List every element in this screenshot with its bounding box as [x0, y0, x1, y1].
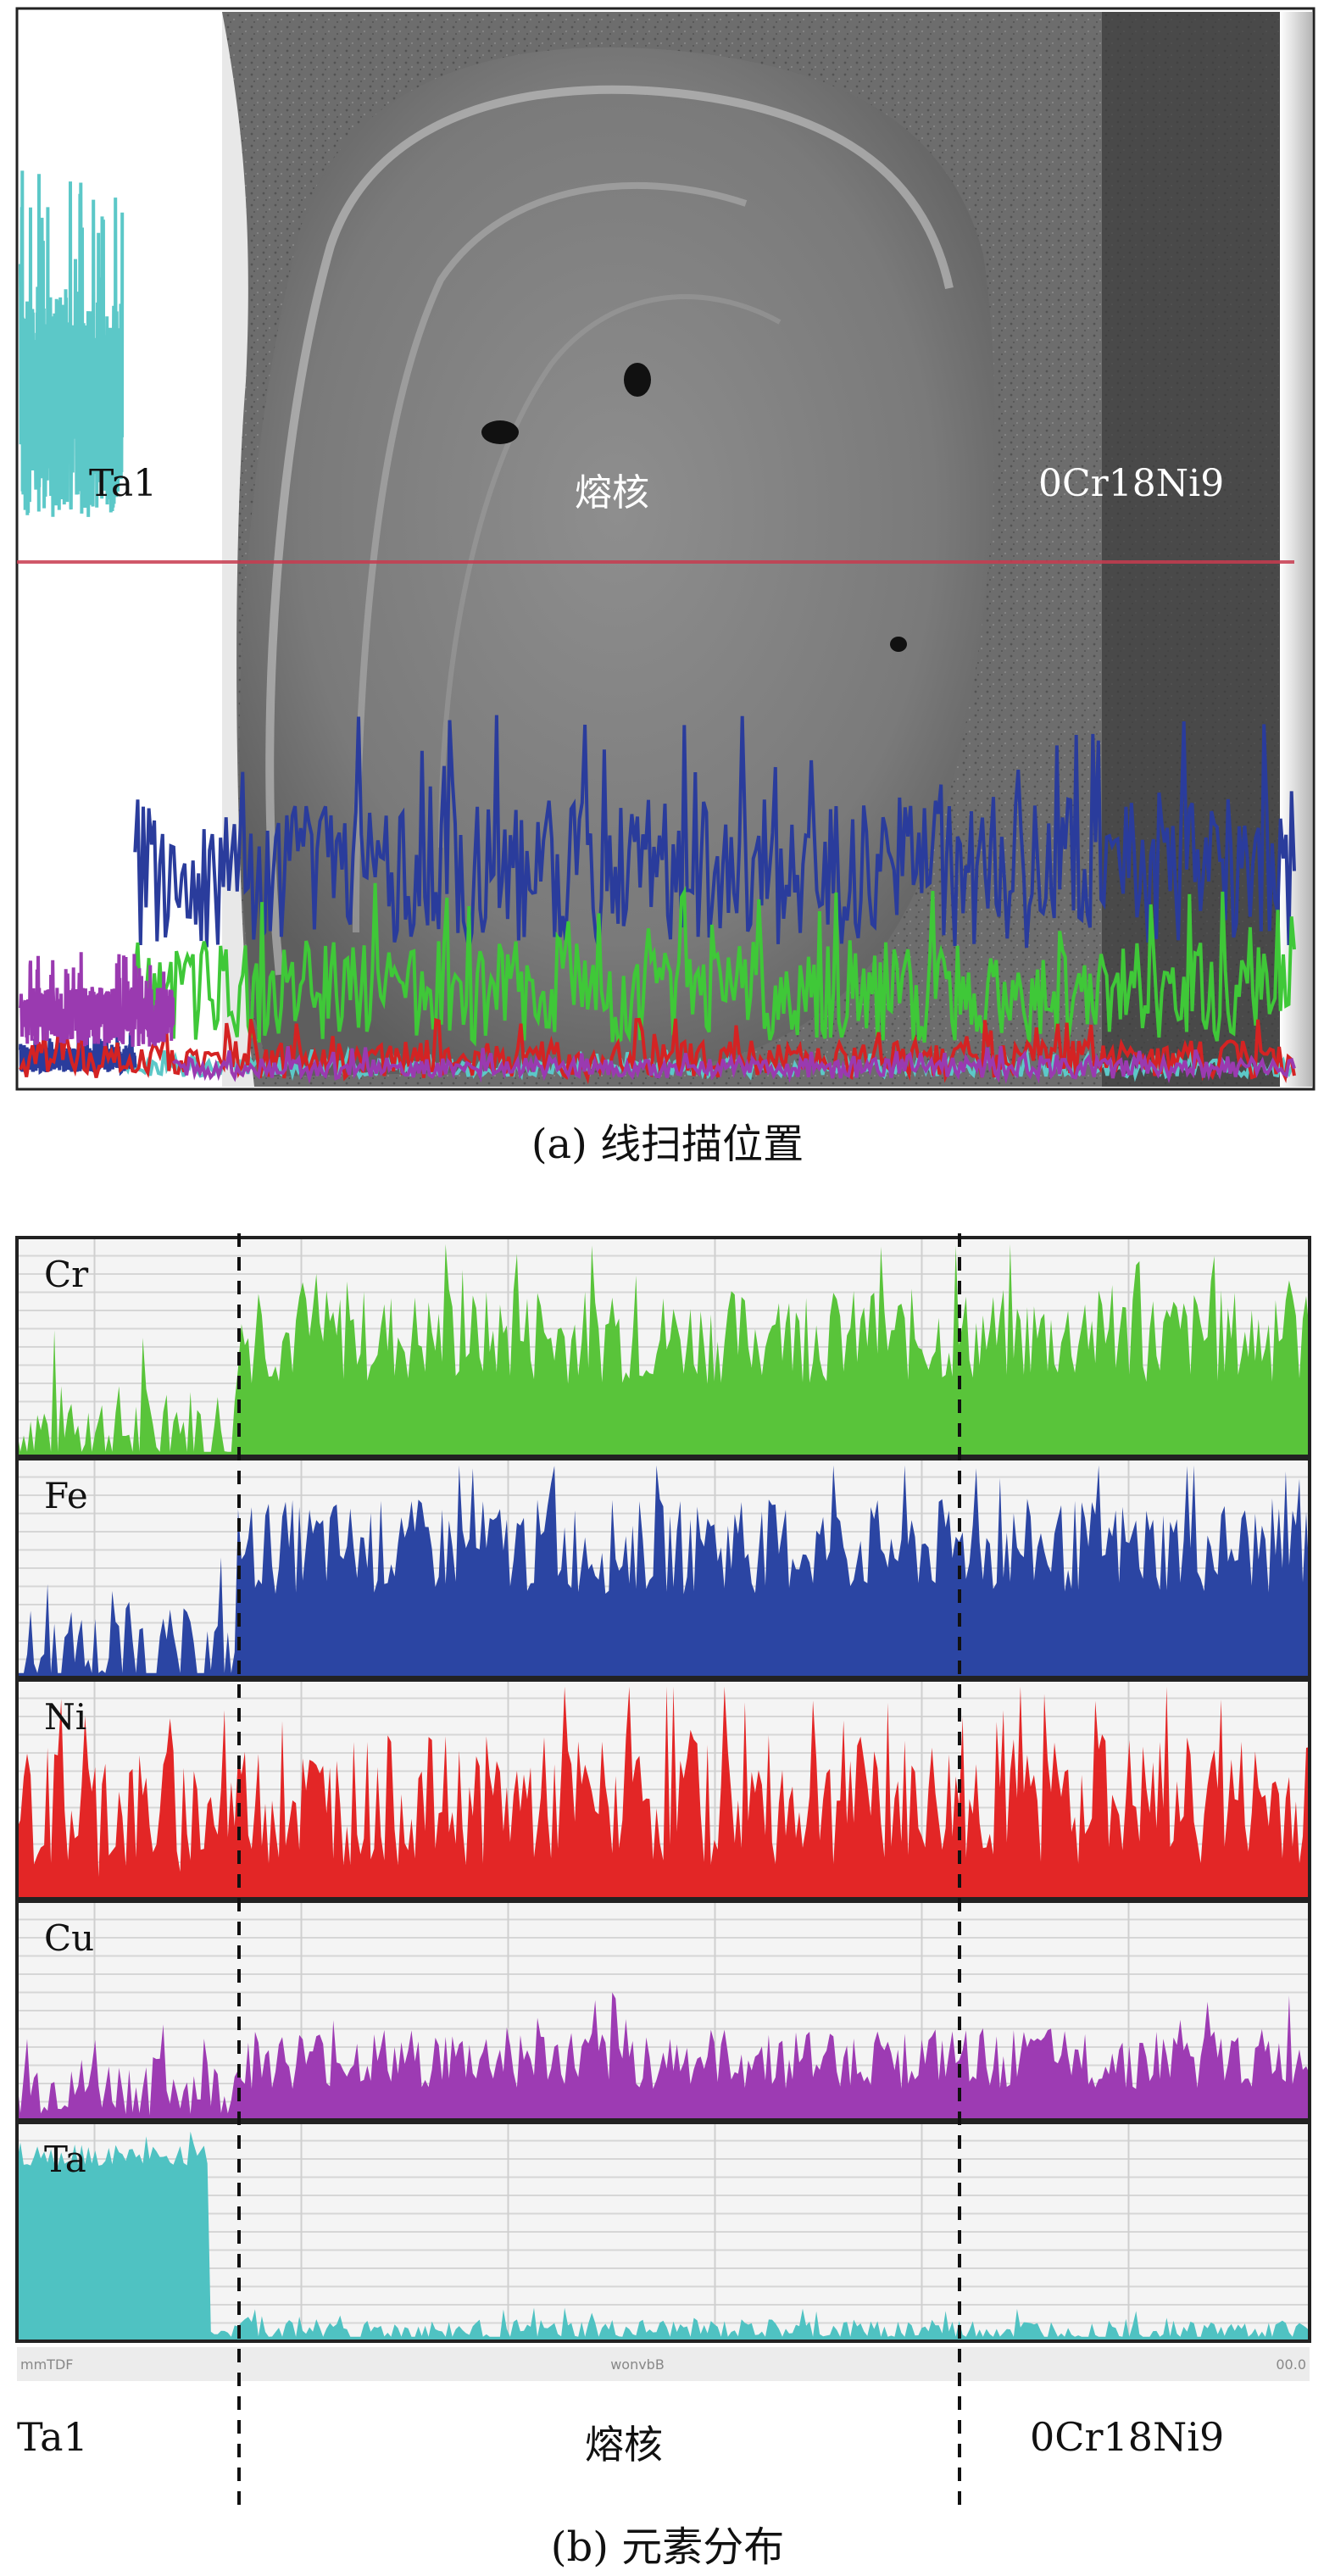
element-tracks: Cr Fe Ni Cu Ta mmTDF wonvbB 00.0	[15, 1236, 1311, 2381]
void-3	[890, 637, 907, 652]
track-background	[17, 2123, 1310, 2341]
caption-a: (a) 线扫描位置	[531, 1121, 804, 1168]
track-cr: Cr	[15, 1236, 1311, 1458]
track-background	[17, 1901, 1310, 2120]
label-steel-a: 0Cr18Ni9	[1038, 462, 1225, 505]
track-frame	[15, 1236, 1311, 1458]
track-background	[17, 1238, 1310, 1456]
track-ni: Ni	[15, 1678, 1311, 1900]
axis-mark-right: 00.0	[1276, 2356, 1306, 2373]
signal-cr	[17, 1243, 1310, 1456]
track-background	[17, 1459, 1310, 1677]
profile-cu-plate	[19, 952, 175, 1047]
signal-ni	[17, 1686, 1310, 1899]
label-nugget-a: 熔核	[575, 471, 649, 515]
axis-mark-center: wonvbB	[610, 2356, 665, 2373]
label-steel-b: 0Cr18Ni9	[1030, 2414, 1225, 2460]
track-frame	[15, 1678, 1311, 1900]
track-frame	[15, 1457, 1311, 1679]
track-label-cu: Cu	[44, 1917, 94, 1959]
axis-strip	[17, 2347, 1310, 2381]
profile-cu	[172, 1045, 1296, 1084]
profile-ta-plate	[19, 170, 125, 517]
label-ta1-b: Ta1	[17, 2414, 88, 2460]
track-label-cr: Cr	[44, 1254, 89, 1295]
void-1	[481, 420, 519, 444]
track-label-ni: Ni	[44, 1696, 86, 1738]
steel-dark-zone	[1102, 12, 1294, 1087]
grayscale-bar	[1280, 12, 1312, 1087]
line-scan-profiles	[19, 170, 1296, 1085]
label-ta1-a: Ta1	[89, 462, 158, 505]
track-frame	[15, 1900, 1311, 2122]
signal-fe	[17, 1465, 1310, 1677]
track-cu: Cu	[15, 1900, 1311, 2122]
profile-cr	[133, 882, 1296, 1047]
caption-b: (b) 元素分布	[550, 2523, 785, 2571]
track-label-fe: Fe	[44, 1475, 88, 1516]
ta-plate-region	[20, 12, 222, 1087]
track-fe: Fe	[15, 1457, 1311, 1679]
track-background	[17, 1680, 1310, 1899]
axis-mark-left: mmTDF	[20, 2356, 73, 2373]
void-2	[624, 363, 651, 397]
track-frame	[15, 2121, 1311, 2343]
signal-ta	[17, 2131, 1310, 2341]
line-scan-figure	[15, 7, 1316, 1091]
track-label-ta: Ta	[44, 2139, 86, 2180]
track-ta: Ta	[15, 2121, 1311, 2343]
label-nugget-b: 熔核	[585, 2422, 663, 2468]
signal-cu	[17, 1992, 1310, 2120]
profile-fe	[133, 715, 1296, 949]
